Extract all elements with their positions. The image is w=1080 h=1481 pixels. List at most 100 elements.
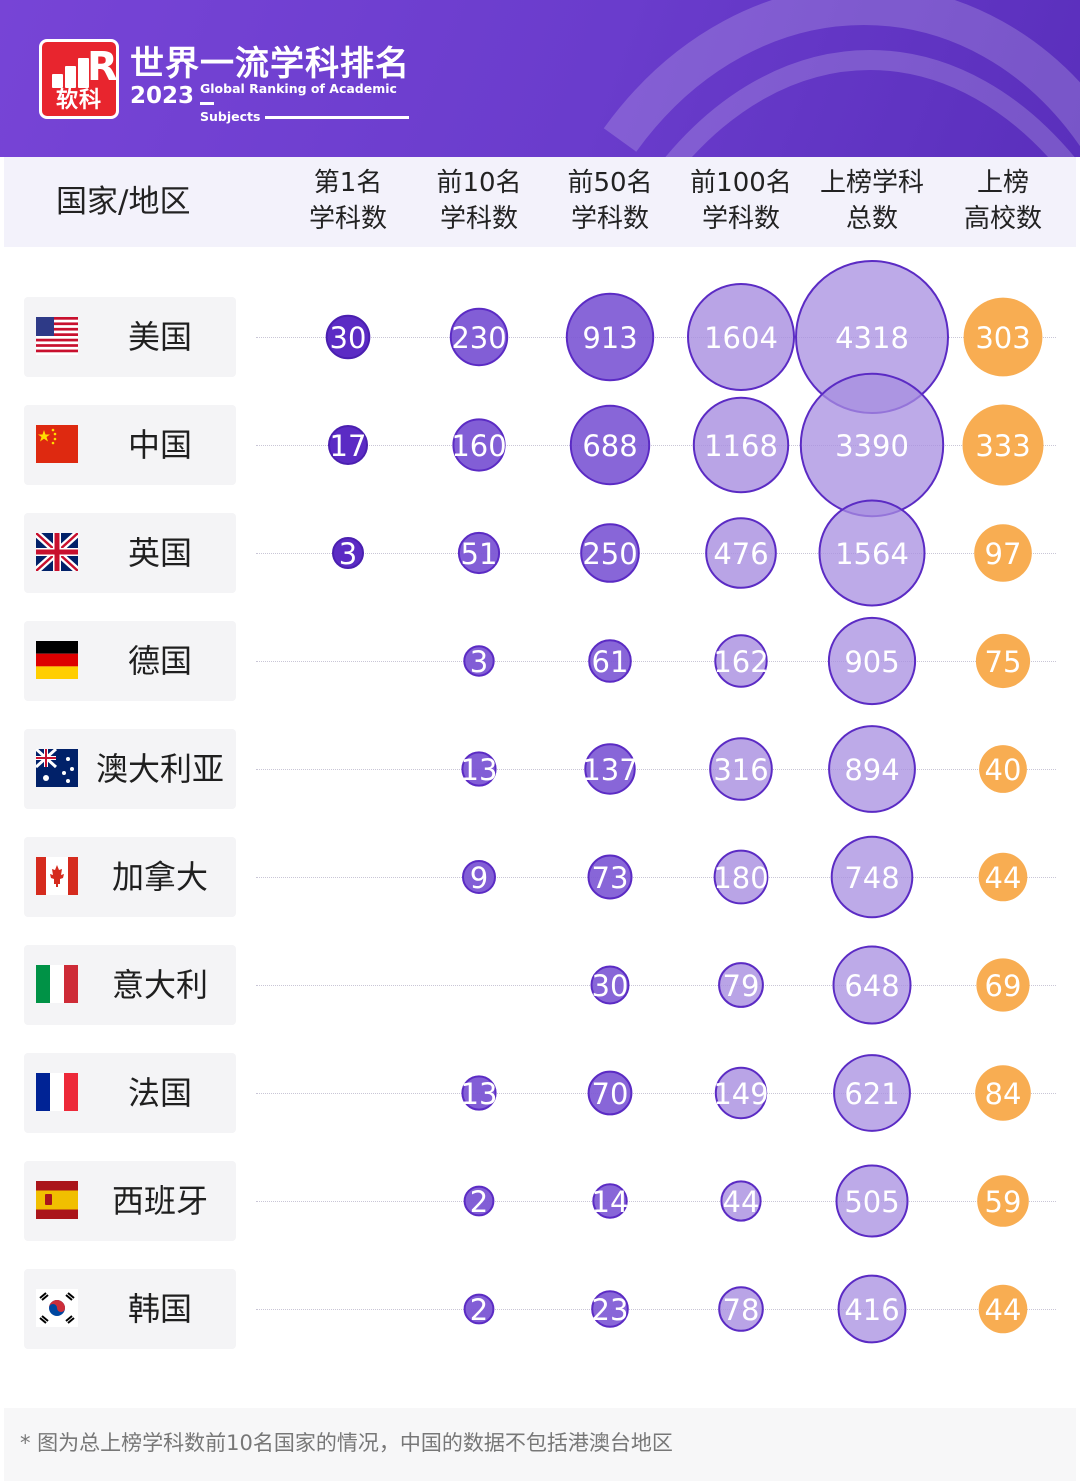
decorative-ribbon <box>603 0 1080 157</box>
bubble-mark <box>705 517 777 589</box>
bubble-value-label: 23 <box>592 1293 629 1327</box>
country-name: 英国 <box>127 534 192 572</box>
kr-flag <box>36 1289 78 1327</box>
bubble-chart: 3017323016051313913229136882506113773307… <box>325 260 1044 1344</box>
country-card: 法国 <box>24 1053 236 1133</box>
bubble-mark <box>692 396 790 494</box>
bubble-mark <box>720 1180 762 1222</box>
bubble-value-label: 13 <box>461 753 498 787</box>
col-universities-header: 上榜 高校数 <box>963 168 1042 234</box>
row-guide-line <box>256 1201 1056 1202</box>
country-name: 德国 <box>127 642 192 680</box>
bubble-value-label: 44 <box>985 861 1022 895</box>
country-card: 意大利 <box>24 945 236 1025</box>
col-top10-header: 前10名 学科数 <box>436 168 522 234</box>
bubble-value-label: 70 <box>592 1077 629 1111</box>
bubble-value-label: 905 <box>844 645 899 679</box>
bubble-value-label: 913 <box>582 321 637 355</box>
country-name: 西班牙 <box>111 1182 208 1220</box>
bubble-mark <box>830 835 914 919</box>
bubble-mark <box>832 945 912 1025</box>
country-card: 韩国 <box>24 1269 236 1349</box>
bubble-mark <box>975 633 1031 689</box>
bubble-mark <box>590 965 630 1005</box>
bubble-value-label: 149 <box>713 1077 768 1111</box>
bubble-value-label: 61 <box>592 645 629 679</box>
us-flag <box>36 317 78 355</box>
shanghairanking-logo: R 软科 <box>39 39 119 119</box>
row-guide-line <box>256 1309 1056 1310</box>
bubble-value-label: 30 <box>330 321 367 355</box>
bubble-mark <box>714 634 768 688</box>
bubble-mark <box>713 849 769 905</box>
es-flag <box>36 1181 78 1219</box>
bubble-mark <box>976 958 1030 1012</box>
it-flag <box>36 965 78 1003</box>
bubble-value-label: 59 <box>985 1185 1022 1219</box>
bubble-value-label: 9 <box>470 861 488 895</box>
bubble-mark <box>835 1164 909 1238</box>
country-name: 法国 <box>127 1074 192 1112</box>
bubble-mark <box>328 425 368 465</box>
ca-flag <box>36 857 78 895</box>
bubble-mark <box>463 1293 495 1325</box>
bubble-value-label: 1168 <box>704 429 778 463</box>
bubble-value-label: 160 <box>451 429 506 463</box>
bubble-value-label: 75 <box>985 645 1022 679</box>
bubble-value-label: 84 <box>985 1077 1022 1111</box>
country-card: 澳大利亚 <box>24 729 236 809</box>
bubble-mark <box>588 639 632 683</box>
bubble-mark <box>462 860 496 894</box>
bubble-mark <box>978 1284 1028 1334</box>
row-guide-line <box>256 1093 1056 1094</box>
bubble-value-label: 13 <box>461 1077 498 1111</box>
country-name: 韩国 <box>127 1290 192 1328</box>
bubble-value-label: 688 <box>582 429 637 463</box>
bubble-value-label: 230 <box>451 321 506 355</box>
bubble-mark <box>452 418 506 472</box>
bubble-value-label: 44 <box>985 1293 1022 1327</box>
bubble-value-label: 648 <box>844 969 899 1003</box>
bubble-value-label: 180 <box>713 861 768 895</box>
country-name: 意大利 <box>111 966 208 1004</box>
bubble-value-label: 44 <box>723 1185 760 1219</box>
bubble-mark <box>709 737 773 801</box>
bubble-value-label: 97 <box>985 537 1022 571</box>
bubble-mark <box>580 523 640 583</box>
col-top100-header: 前100名 学科数 <box>690 168 792 234</box>
bubble-mark <box>325 314 371 360</box>
bubble-mark <box>975 1065 1031 1121</box>
bubble-mark <box>565 292 655 382</box>
bubble-mark <box>461 751 497 787</box>
logo-letter: R <box>87 44 118 90</box>
bubble-mark <box>974 524 1032 582</box>
bubble-value-label: 14 <box>592 1185 629 1219</box>
bubble-mark <box>463 1185 495 1217</box>
bubble-mark <box>463 645 495 677</box>
bubble-mark <box>714 1066 768 1120</box>
bubble-value-label: 2 <box>470 1293 488 1327</box>
bubble-mark <box>977 1175 1029 1227</box>
bubble-value-label: 79 <box>723 969 760 1003</box>
bubble-value-label: 3 <box>339 537 357 571</box>
bubble-value-label: 3 <box>470 645 488 679</box>
row-guide-line <box>256 877 1056 878</box>
fr-flag <box>36 1073 78 1111</box>
bubble-mark <box>332 537 364 569</box>
bubble-mark <box>461 1075 497 1111</box>
bubble-value-label: 78 <box>723 1293 760 1327</box>
country-name: 加拿大 <box>111 858 208 896</box>
de-flag <box>36 641 78 679</box>
row-guide-line <box>256 445 1056 446</box>
ranking-title: 世界一流学科排名 <box>130 44 410 84</box>
bubble-value-label: 4318 <box>835 321 909 355</box>
bubble-value-label: 69 <box>985 969 1022 1003</box>
bubble-mark <box>457 531 501 575</box>
logo-text: 软科 <box>55 88 102 113</box>
bubble-value-label: 303 <box>975 321 1030 355</box>
ranking-year: 2023 <box>130 83 195 109</box>
bubble-mark <box>449 307 509 367</box>
bubble-value-label: 748 <box>844 861 899 895</box>
row-guide-line <box>256 337 1056 338</box>
bubble-mark <box>587 1070 633 1116</box>
